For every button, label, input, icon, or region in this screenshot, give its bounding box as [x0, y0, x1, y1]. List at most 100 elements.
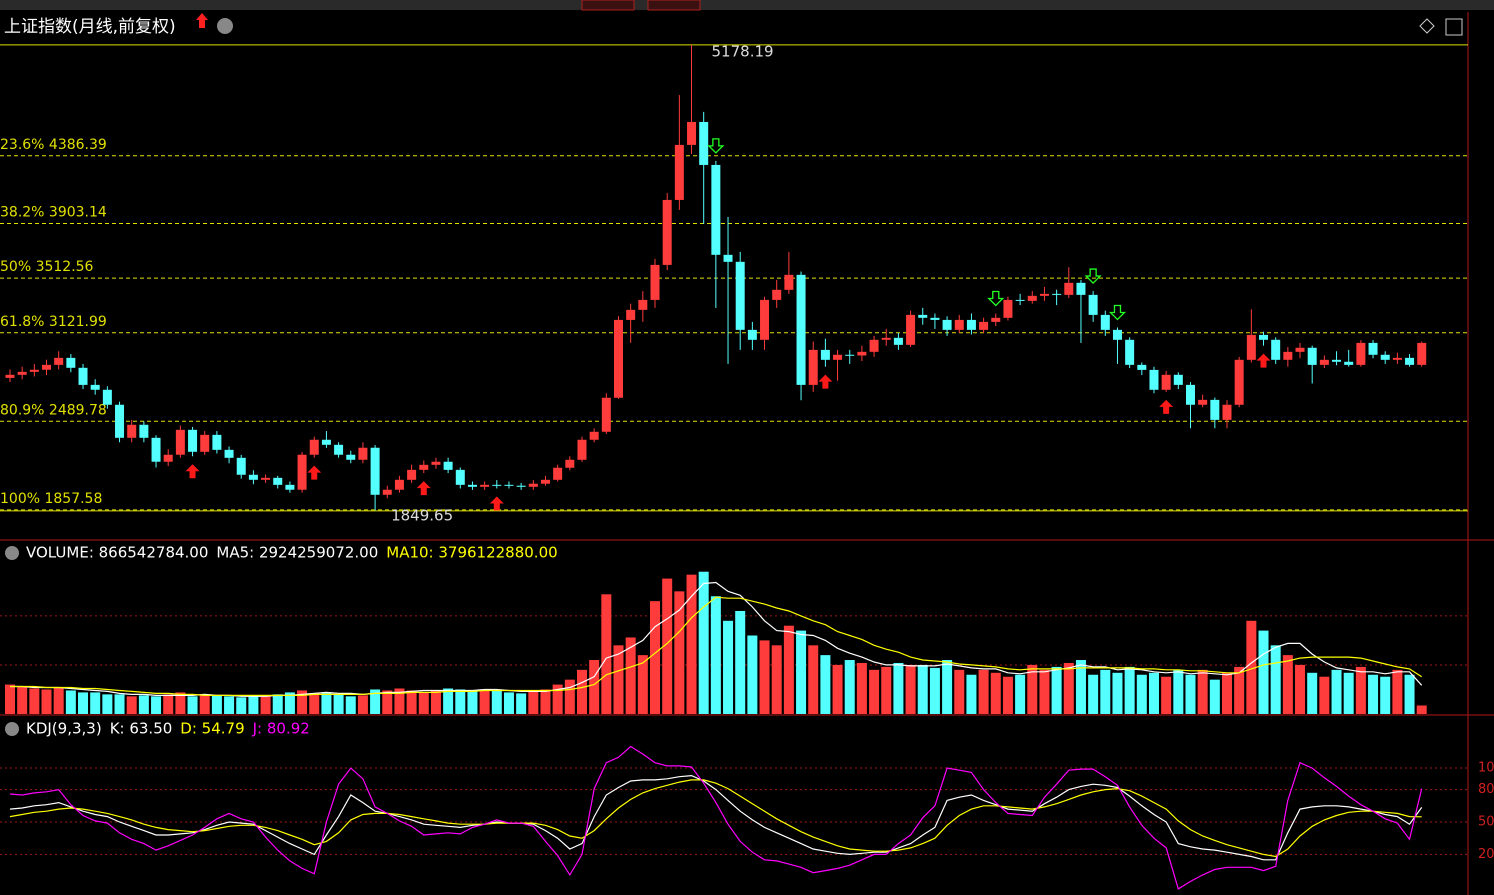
volume-bar — [1063, 662, 1074, 714]
menu-icon[interactable] — [217, 18, 233, 34]
volume-bar — [771, 645, 782, 714]
candle-body — [1161, 374, 1171, 390]
volume-bar — [1088, 674, 1099, 714]
candle-body — [735, 261, 745, 330]
volume-bar — [576, 669, 587, 714]
candle-body — [942, 319, 952, 330]
volume-bar — [394, 688, 405, 714]
candle-body — [127, 424, 137, 438]
candle-body — [1368, 342, 1378, 355]
candle-body — [188, 429, 198, 452]
candle-body — [1003, 299, 1013, 318]
legend-entry: D: 54.79 — [180, 720, 244, 738]
volume-bar — [479, 689, 490, 714]
candle-body — [1344, 361, 1354, 365]
candle-body — [1076, 282, 1086, 295]
candle-body — [1392, 357, 1402, 360]
volume-bar — [1161, 676, 1172, 714]
volume-bar — [820, 655, 831, 714]
candle-body — [382, 489, 392, 495]
candle-body — [1356, 342, 1366, 365]
candle-body — [711, 164, 721, 255]
buy-signal — [489, 496, 504, 511]
candle-body — [248, 474, 258, 480]
menu-icon[interactable] — [5, 546, 19, 560]
candle-body — [139, 424, 149, 438]
volume-bar — [163, 694, 174, 714]
volume-bar — [1319, 676, 1330, 714]
candle-body — [687, 121, 697, 145]
volume-bar — [53, 687, 64, 714]
volume-bar — [1185, 674, 1196, 714]
candle-body — [224, 449, 234, 458]
volume-bar — [345, 696, 356, 714]
volume-bar — [284, 692, 295, 714]
candle-body — [236, 457, 246, 475]
volume-bar — [978, 669, 989, 714]
candle-body — [66, 357, 76, 368]
volume-bar — [1282, 655, 1293, 714]
volume-bar — [297, 690, 308, 714]
candle-body — [1332, 359, 1342, 362]
menu-icon[interactable] — [5, 722, 19, 736]
volume-bar — [382, 690, 393, 714]
sell-signal — [987, 290, 1005, 307]
candle-body — [906, 314, 916, 345]
legend-entry: MA5: 2924259072.00 — [216, 544, 378, 562]
candle-body — [565, 459, 575, 468]
candle-body — [1319, 359, 1329, 365]
candle-body — [1307, 347, 1317, 365]
candle-body — [784, 274, 794, 290]
candle-body — [723, 254, 733, 262]
volume-bar — [321, 692, 332, 714]
volume-bar — [1100, 669, 1111, 714]
volume-bar — [990, 672, 1001, 714]
candle-body — [516, 485, 526, 487]
volume-bar — [917, 664, 928, 714]
volume-bar — [1258, 630, 1269, 714]
volume-bar — [698, 571, 709, 714]
window-button[interactable] — [1445, 18, 1463, 36]
candle-body — [674, 144, 684, 200]
candle-body — [1100, 314, 1110, 330]
candle-body — [480, 484, 490, 487]
volume-bar — [1416, 705, 1427, 714]
candle-body — [650, 264, 660, 300]
candle-body — [1259, 334, 1269, 340]
volume-bar — [1209, 679, 1220, 714]
candle-body — [1088, 294, 1098, 315]
candle-body — [1380, 354, 1390, 360]
candle-body — [151, 437, 161, 462]
volume-bar — [783, 625, 794, 714]
candle-body — [102, 389, 112, 405]
volume-bar — [418, 692, 429, 714]
menu-tab — [647, 0, 701, 11]
candle-body — [553, 467, 563, 480]
volume-bar — [503, 692, 514, 714]
volume-bar — [881, 666, 892, 714]
window-button[interactable] — [1419, 18, 1435, 34]
candle-body — [309, 439, 319, 455]
volume-bar — [41, 689, 52, 714]
candle-body — [492, 484, 502, 486]
candle-body — [1185, 384, 1195, 405]
candle-body — [760, 299, 770, 340]
volume-bar — [674, 591, 685, 714]
volume-bar — [1075, 660, 1086, 714]
candle-body — [772, 289, 782, 300]
volume-bar — [942, 660, 953, 714]
candle-body — [893, 337, 903, 345]
volume-bar — [224, 696, 235, 714]
candle-body — [638, 299, 648, 310]
volume-bar — [637, 655, 648, 714]
volume-bar — [856, 662, 867, 714]
candle-body — [1015, 299, 1025, 301]
candle-body — [90, 384, 100, 390]
volume-bar — [1307, 672, 1318, 714]
candle-body — [601, 397, 611, 432]
volume-bar — [650, 601, 661, 714]
volume-bar — [1343, 672, 1354, 714]
volume-bar — [1380, 676, 1391, 714]
volume-bar — [589, 660, 600, 714]
